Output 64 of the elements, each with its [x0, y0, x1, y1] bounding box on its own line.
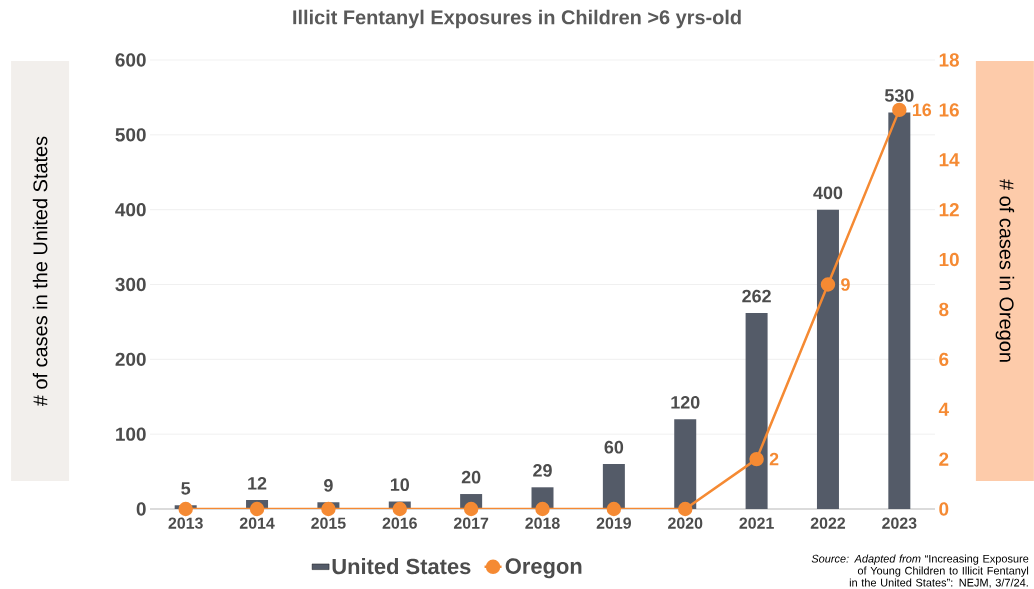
data-label: 120 — [671, 395, 700, 409]
y2-tick-label: 4 — [938, 402, 949, 416]
y-tick-label: 0 — [136, 502, 146, 516]
x-tick-label: 2015 — [311, 517, 346, 529]
y-tick-label: 100 — [116, 427, 146, 441]
y-tick-label: 600 — [115, 53, 146, 67]
y2-tick-label: 10 — [939, 252, 959, 267]
data-label: 400 — [813, 186, 843, 200]
y2-tick-label: 18 — [939, 53, 959, 67]
point — [321, 501, 336, 517]
x-tick-label: 2019 — [596, 517, 631, 529]
x-tick-label: 2014 — [239, 517, 275, 529]
bar — [602, 464, 625, 509]
y-tick-label: 500 — [115, 128, 146, 142]
point — [178, 501, 193, 517]
y2-tick-label: 12 — [939, 203, 959, 217]
data-label: 262 — [742, 289, 771, 303]
point — [820, 277, 836, 292]
x-tick-label: 2018 — [525, 517, 560, 529]
x-tick-label: 2020 — [668, 517, 703, 529]
data-label: 10 — [390, 478, 410, 491]
data-label: 20 — [461, 470, 481, 484]
bar — [674, 419, 697, 509]
x-tick-label: 2017 — [453, 517, 489, 529]
y-tick-label: 200 — [115, 352, 146, 367]
point — [749, 451, 764, 467]
x-tick-label: 2022 — [810, 517, 846, 529]
y-tick-label: 300 — [115, 277, 146, 292]
y2-tick-label: 8 — [939, 302, 949, 317]
data-label: 530 — [884, 89, 914, 102]
point — [392, 501, 408, 517]
data-label: 12 — [248, 476, 267, 490]
y2-tick-label: 2 — [939, 452, 949, 466]
point — [606, 501, 622, 517]
point — [535, 501, 550, 517]
x-tick-label: 2013 — [168, 517, 203, 529]
point — [678, 501, 693, 517]
data-label: 5 — [181, 482, 191, 495]
y2-tick-label: 6 — [939, 352, 949, 367]
data-label: 9 — [324, 479, 333, 492]
y2-tick-label: 0 — [939, 502, 949, 516]
data-label: 29 — [533, 464, 552, 477]
point — [892, 102, 907, 118]
data-label: 9 — [841, 278, 850, 291]
y2-axis-title: # of cases in Oregon — [995, 179, 1015, 362]
text: Source: Adapted from “Increasing Exposure of Young Children to Illicit Fentanyl in the United States”: NEJM, 3/7/24. — [811, 554, 1029, 588]
data-label: 16 — [912, 103, 932, 117]
legend-label: Oregon — [505, 558, 582, 579]
x-tick-label: 2016 — [382, 517, 417, 529]
y-axis-title: # of cases in the United States — [32, 136, 48, 407]
y2-tick-label: 14 — [939, 153, 960, 167]
y2-tick-label: 16 — [939, 103, 959, 117]
x-tick-label: 2023 — [882, 517, 917, 529]
chart-title: Illicit Fentanyl Exposures in Children >6 yrs-old — [293, 9, 741, 29]
x-tick-label: 2021 — [739, 517, 774, 529]
bar — [888, 112, 911, 509]
legend-label: United States — [332, 558, 471, 575]
data-label: 60 — [604, 440, 624, 454]
bar — [745, 312, 768, 509]
y-tick-label: 400 — [115, 202, 146, 217]
point — [249, 501, 265, 517]
point — [463, 501, 479, 517]
bar — [816, 209, 839, 509]
data-label: 2 — [769, 452, 779, 466]
